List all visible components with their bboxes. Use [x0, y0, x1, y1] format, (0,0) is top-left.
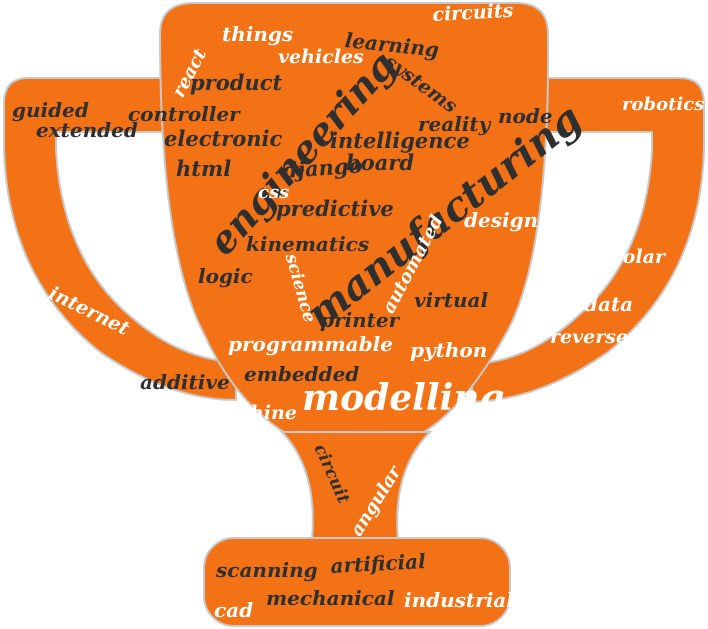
word-circuits: circuits — [431, 0, 514, 26]
word-modelling: modelling — [302, 377, 505, 419]
word-vehicles: vehicles — [278, 46, 364, 68]
word-cad: cad — [214, 598, 254, 622]
word-design: design — [464, 208, 539, 232]
word-node: node — [498, 104, 553, 128]
word-scanning: scanning — [216, 558, 318, 582]
word-css: css — [258, 182, 290, 203]
word-robotics: robotics — [622, 94, 705, 115]
word-virtual: virtual — [414, 288, 489, 312]
word-embedded: embedded — [244, 362, 360, 386]
word-industrial: industrial — [404, 588, 514, 612]
word-solar: solar — [612, 246, 665, 268]
word-mechanical: mechanical — [266, 586, 395, 610]
word-reverse: reverse — [550, 326, 629, 348]
word-extended: extended — [36, 118, 138, 142]
word-artificial: artificial — [329, 549, 427, 578]
trophy-right-handle — [471, 77, 705, 404]
word-python: python — [410, 338, 488, 362]
trophy-left-handle — [3, 77, 237, 402]
word-reality: reality — [418, 112, 491, 136]
word-data: data — [584, 292, 634, 316]
word-printer: printer — [320, 308, 400, 332]
word-html: html — [176, 156, 232, 181]
word-things: things — [222, 22, 294, 46]
word-predictive: predictive — [276, 196, 394, 221]
word-kinematics: kinematics — [246, 232, 370, 256]
word-additive: additive — [140, 370, 230, 394]
word-guided: guided — [12, 98, 89, 122]
word-intelligence: intelligence — [330, 128, 470, 153]
word-machine: machine — [206, 402, 297, 424]
word-controller: controller — [128, 102, 240, 126]
word-board: board — [346, 150, 415, 175]
word-product: product — [190, 70, 283, 95]
word-logic: logic — [198, 264, 253, 288]
trophy-base — [203, 537, 511, 627]
word-electronic: electronic — [164, 126, 283, 151]
word-programmable: programmable — [228, 332, 393, 356]
